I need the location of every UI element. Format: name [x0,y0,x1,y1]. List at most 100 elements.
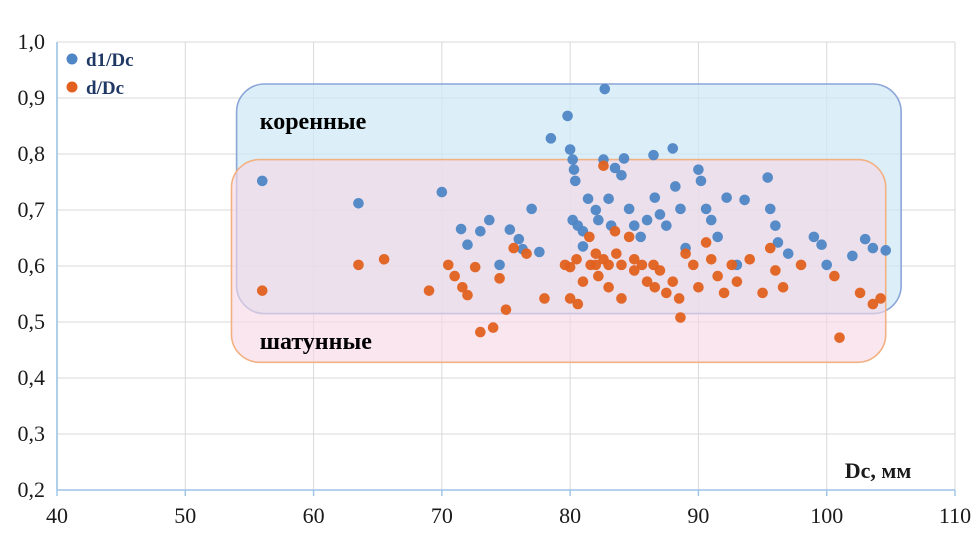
region-shatunnye [230,158,887,364]
scatter-point-d1-Dc [593,214,604,226]
y-tick-label: 0,6 [18,253,46,278]
legend-label-d1dc: d1/Dc [86,50,134,71]
scatter-point-d1-Dc [739,194,750,206]
y-tick-label: 1,0 [18,29,46,54]
scatter-point-d1-Dc [847,250,858,262]
scatter-point-d-Dc [705,253,717,265]
scatter-point-d-Dc [449,270,460,282]
scatter-point-d1-Dc [256,175,268,187]
x-tick-label: 40 [46,503,68,528]
scatter-point-d-Dc [457,281,468,293]
region-label-shatunnye: шатунные [260,329,373,355]
scatter-point-d-Dc [500,304,512,315]
legend-label-ddc: d/Dc [86,78,124,99]
scatter-point-d-Dc [764,242,776,254]
scatter-point-d-Dc [649,281,661,293]
scatter-point-d1-Dc [635,231,646,243]
scatter-point-d1-Dc [762,172,774,183]
scatter-point-d-Dc [867,298,879,310]
scatter-point-d-Dc [667,276,679,287]
scatter-point-d1-Dc [494,259,505,271]
y-tick-label: 0,5 [18,309,46,334]
scatter-point-d1-Dc [618,153,630,164]
scatter-point-d-Dc [795,259,807,271]
scatter-point-d1-Dc [526,203,537,215]
scatter-point-d1-Dc [462,239,473,251]
x-tick-label: 70 [431,503,453,528]
scatter-point-d1-Dc [670,181,681,192]
region-label-korennye: коренные [260,109,367,135]
scatter-point-d1-Dc [649,192,661,203]
scatter-point-d-Dc [487,322,499,333]
legend-marker-d1dc [66,53,78,65]
scatter-point-d1-Dc [609,162,621,174]
scatter-point-d1-Dc [693,164,704,175]
scatter-point-d1-Dc [504,224,516,235]
scatter-point-d1-Dc [816,239,827,251]
scatter-point-d-Dc [770,265,781,276]
scatter-point-d1-Dc [628,220,640,231]
scatter-point-d1-Dc [623,203,635,215]
scatter-point-d-Dc [680,248,691,259]
scatter-point-d-Dc [641,276,653,287]
scatter-point-d-Dc [628,265,640,276]
scatter-point-d-Dc [636,259,648,271]
scatter-point-d1-Dc [782,248,794,259]
scatter-point-d1-Dc [867,242,879,254]
scatter-point-d-Dc [521,248,532,259]
scatter-point-d1-Dc [582,193,594,205]
scatter-point-d1-Dc [770,220,781,231]
scatter-point-d1-Dc [661,220,672,231]
scatter-point-d-Dc [687,259,699,271]
scatter-point-d1-Dc [764,203,776,215]
scatter-point-d-Dc [693,281,704,293]
scatter-point-d-Dc [469,261,481,273]
scatter-point-d-Dc [654,265,666,276]
scatter-point-d1-Dc [675,203,686,215]
scatter-point-d-Dc [854,287,866,299]
scatter-point-d-Dc [564,261,576,273]
scatter-point-d1-Dc [353,197,364,209]
scatter-point-d-Dc [616,259,627,271]
scatter-point-d1-Dc [562,110,573,122]
scatter-point-d1-Dc [641,214,653,226]
scatter-point-d1-Dc [821,259,833,271]
scatter-point-d1-Dc [545,133,557,144]
scatter-point-d1-Dc [648,149,659,161]
scatter-point-d1-Dc [569,175,581,187]
scatter-point-d-Dc [628,253,640,265]
scatter-point-d-Dc [611,248,622,259]
scatter-point-d-Dc [590,259,602,271]
scatter-point-d-Dc [590,248,602,259]
scatter-point-d-Dc [475,326,486,338]
scatter-point-d-Dc [603,281,614,293]
scatter-point-d1-Dc [599,83,611,95]
scatter-point-d1-Dc [436,186,448,198]
scatter-point-d-Dc [744,253,756,265]
scatter-point-d-Dc [571,253,582,265]
scatter-point-d1-Dc [859,233,871,245]
scatter-point-d-Dc [572,298,584,310]
scatter-point-d1-Dc [712,231,723,243]
legend-marker-ddc [66,81,78,93]
x-tick-label: 110 [939,503,971,528]
scatter-point-d-Dc [539,293,550,304]
scatter-point-d1-Dc [534,246,545,258]
scatter-point-d-Dc [875,293,886,304]
scatter-point-d1-Dc [705,214,717,226]
scatter-point-d1-Dc [475,225,486,237]
scatter-point-d1-Dc [568,164,580,175]
x-tick-label: 60 [303,503,325,528]
scatter-point-d-Dc [256,285,268,296]
scatter-point-d1-Dc [700,203,712,215]
y-tick-label: 0,7 [18,197,46,222]
scatter-point-d-Dc [378,253,390,265]
scatter-point-d1-Dc [577,241,589,252]
x-tick-label: 90 [687,503,709,528]
scatter-point-d-Dc [584,231,595,243]
y-tick-label: 0,9 [18,85,46,110]
scatter-point-d1-Dc [567,154,579,165]
y-tick-label: 0,4 [18,365,46,390]
y-tick-label: 0,2 [18,477,46,502]
